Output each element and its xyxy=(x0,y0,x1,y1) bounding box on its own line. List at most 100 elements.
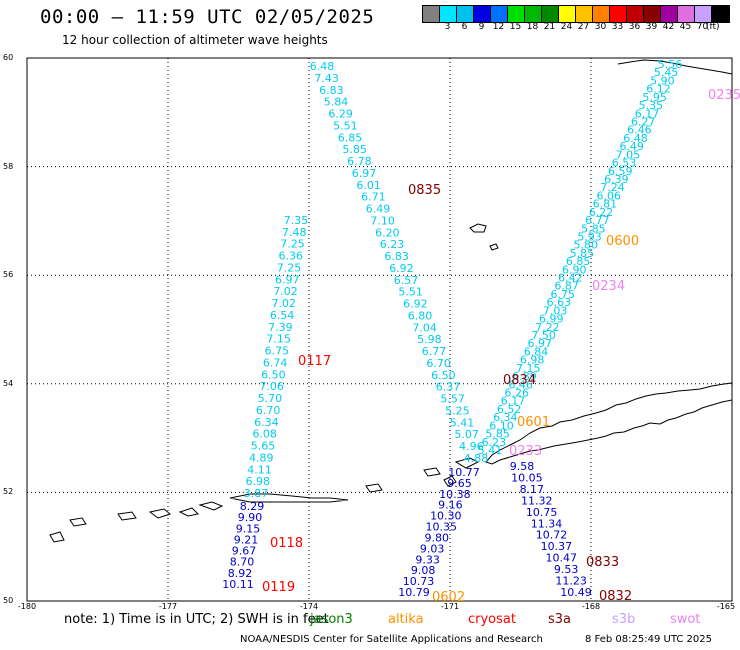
colorbar-swatch xyxy=(678,6,695,22)
swh-value: 6.85 xyxy=(338,131,363,144)
swh-value: 6.74 xyxy=(263,356,288,369)
swh-value: 7.24 xyxy=(600,181,625,194)
swh-value: 6.01 xyxy=(356,179,381,192)
swh-value: 5.41 xyxy=(450,416,475,429)
swh-value: 10.35 xyxy=(426,521,458,534)
swh-value: 10.77 xyxy=(448,466,480,479)
swh-value: 7.02 xyxy=(273,285,298,298)
swh-value: 5.56 xyxy=(658,58,683,71)
swh-value: 6.53 xyxy=(612,157,637,170)
alaska-mainland-coast xyxy=(617,59,733,75)
swh-value: 6.34 xyxy=(493,411,518,424)
pass-time-label: 0117 xyxy=(298,354,331,369)
pass-time-label: 0832 xyxy=(599,589,632,604)
swh-value: 10.79 xyxy=(398,586,430,599)
swh-value: 6.70 xyxy=(256,404,281,417)
swh-value: 6.49 xyxy=(366,203,391,216)
longitude-tick-label: -180 xyxy=(17,602,37,611)
swh-value: 10.30 xyxy=(430,510,462,523)
pass-time-labels: 0835 0600 0234 0235 0834 0601 0233 0117 0118 0119… xyxy=(262,88,740,605)
longitude-tick-label: -171 xyxy=(440,602,460,611)
swh-value: 5.45 xyxy=(654,66,679,79)
swh-value: 5.85 xyxy=(485,428,510,441)
swh-value: 7.22 xyxy=(535,321,560,334)
swh-value: 6.50 xyxy=(431,369,456,382)
swh-value: 9.67 xyxy=(232,545,257,558)
swh-value: 10.75 xyxy=(526,506,558,519)
swh-value: 6.23 xyxy=(380,238,405,251)
swh-value: 7.39 xyxy=(268,321,293,334)
swh-value: 6.83 xyxy=(384,250,409,263)
aleutian-west-3 xyxy=(178,507,200,517)
swh-value: 5.84 xyxy=(324,96,349,109)
swh-value: 6.06 xyxy=(596,189,621,202)
swh-value: 5.51 xyxy=(398,286,423,299)
colorbar-label: 18 xyxy=(526,22,539,32)
colorbar-swatch xyxy=(440,6,457,22)
swh-value: 9.58 xyxy=(510,460,535,473)
satellite-legend-item: s3a xyxy=(548,612,572,627)
colorbar-unit: (ft) xyxy=(706,22,720,32)
aleutian-mid-3 xyxy=(454,457,480,469)
swh-value: 6.77 xyxy=(585,214,610,227)
swh-value: 6.29 xyxy=(328,108,353,121)
swh-value: 6.49 xyxy=(619,140,644,153)
page-title: 00:00 — 11:59 UTC 02/05/2025 xyxy=(40,6,375,28)
swh-value: 6.57 xyxy=(394,274,419,287)
swh-value: 5.07 xyxy=(454,428,479,441)
swh-value: 6.52 xyxy=(497,403,522,416)
swh-value: 7.06 xyxy=(259,380,284,393)
swh-value: 6.81 xyxy=(593,198,618,211)
colorbar-swatch xyxy=(610,6,627,22)
colorbar-swatch xyxy=(508,6,525,22)
colorbar-label: 27 xyxy=(577,22,590,32)
swh-value: 8.17 xyxy=(520,483,545,496)
pribilof-island xyxy=(469,223,487,233)
swh-value: 10.05 xyxy=(511,471,543,484)
colorbar-label: 42 xyxy=(662,22,675,32)
colorbar-label: 6 xyxy=(461,22,468,32)
swh-value: 6.75 xyxy=(265,345,290,358)
swh-value: 5.93 xyxy=(577,230,602,243)
swh-value: 9.90 xyxy=(238,511,263,524)
swh-value: 6.12 xyxy=(646,83,671,96)
swh-value: 6.70 xyxy=(426,357,451,370)
swh-value: 9.65 xyxy=(447,477,472,490)
swh-value: 4.89 xyxy=(249,451,274,464)
swh-value: 11.23 xyxy=(555,575,587,588)
swh-value: 6.20 xyxy=(375,226,400,239)
footer-note: note: 1) Time is in UTC; 2) SWH is in fe… xyxy=(64,612,329,627)
swh-value: 6.34 xyxy=(254,416,279,429)
swh-value: 4.96 xyxy=(459,440,484,453)
swh-value: 3.87 xyxy=(244,487,269,500)
swh-value: 7.25 xyxy=(277,261,302,274)
colorbar-swatch xyxy=(695,6,712,22)
swh-value: 6.89 xyxy=(512,370,537,383)
swh-value: 6.98 xyxy=(520,354,545,367)
colorbar-swatch xyxy=(593,6,610,22)
pass-time-label: 0833 xyxy=(586,555,619,570)
latitude-tick-label: 50 xyxy=(3,596,14,605)
swh-value: 11.34 xyxy=(531,517,563,530)
swh-value: 6.92 xyxy=(403,298,428,311)
longitude-tick-label: -177 xyxy=(158,602,178,611)
satellite-legend-item: altika xyxy=(388,612,424,627)
pribilof-island-2 xyxy=(489,243,499,251)
swh-value: 6.26 xyxy=(505,387,530,400)
swh-value: 5.35 xyxy=(639,99,664,112)
pass-time-label: 0233 xyxy=(509,444,542,459)
swh-value: 5.57 xyxy=(440,393,465,406)
latitude-tick-label: 58 xyxy=(3,161,14,171)
pass-time-label: 0600 xyxy=(606,234,639,249)
swh-value: 7.15 xyxy=(266,333,291,346)
swh-value: 6.22 xyxy=(589,206,614,219)
swh-value: 5.51 xyxy=(333,119,358,132)
aleutian-west-6 xyxy=(69,517,87,527)
latitude-tick-label: 54 xyxy=(3,378,14,388)
swh-value: 6.80 xyxy=(408,309,433,322)
swh-value: 7.05 xyxy=(616,148,641,161)
swh-value: 6.78 xyxy=(347,155,372,168)
latitude-tick-label: 52 xyxy=(3,487,14,497)
colorbar-label: 45 xyxy=(679,22,692,32)
